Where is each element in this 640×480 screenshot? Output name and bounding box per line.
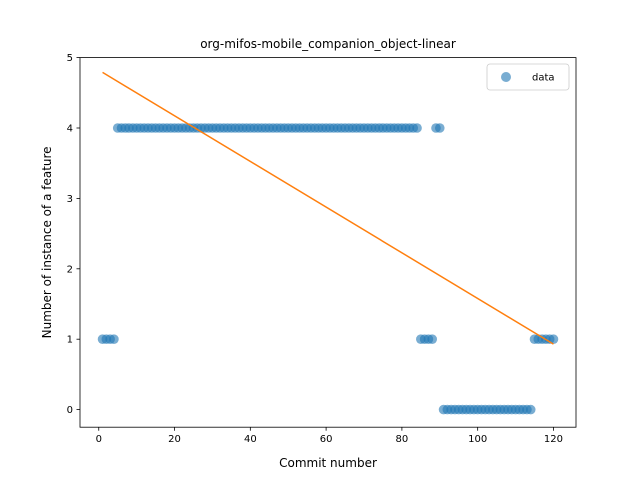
y-ticks: 0 1 2 3 4 5 — [67, 53, 80, 416]
data-point — [434, 123, 445, 133]
x-tick-label: 40 — [244, 434, 257, 445]
y-tick-label: 4 — [67, 124, 73, 135]
data-point — [412, 123, 422, 133]
chart-title: org-mifos-mobile_companion_object-linear — [200, 37, 456, 51]
x-tick-label: 60 — [320, 434, 333, 445]
legend-box — [486, 63, 570, 91]
plot-frame — [79, 57, 577, 428]
x-tick-label: 120 — [544, 434, 563, 445]
y-tick-label: 5 — [67, 53, 73, 64]
data-point — [109, 334, 119, 345]
y-tick-label: 0 — [67, 405, 73, 416]
y-tick-label: 3 — [67, 194, 73, 205]
x-ticks: 0 20 40 60 80 100 120 — [96, 427, 563, 445]
plot-layer — [97, 71, 559, 415]
data-point — [427, 334, 438, 345]
x-axis-label: Commit number — [279, 456, 377, 470]
fit-line — [102, 71, 554, 345]
y-tick-label: 2 — [67, 264, 73, 275]
x-tick-label: 100 — [468, 434, 487, 445]
legend-label-data: data — [532, 73, 555, 84]
x-tick-label: 80 — [396, 434, 409, 445]
legend-marker-data — [501, 72, 511, 82]
legend: data — [486, 63, 570, 91]
data-point — [525, 404, 536, 415]
y-tick-label: 1 — [67, 335, 73, 346]
data-point — [548, 334, 559, 345]
y-axis-label: Number of instance of a feature — [40, 146, 54, 338]
x-tick-label: 0 — [96, 434, 102, 445]
x-tick-label: 20 — [168, 434, 181, 445]
